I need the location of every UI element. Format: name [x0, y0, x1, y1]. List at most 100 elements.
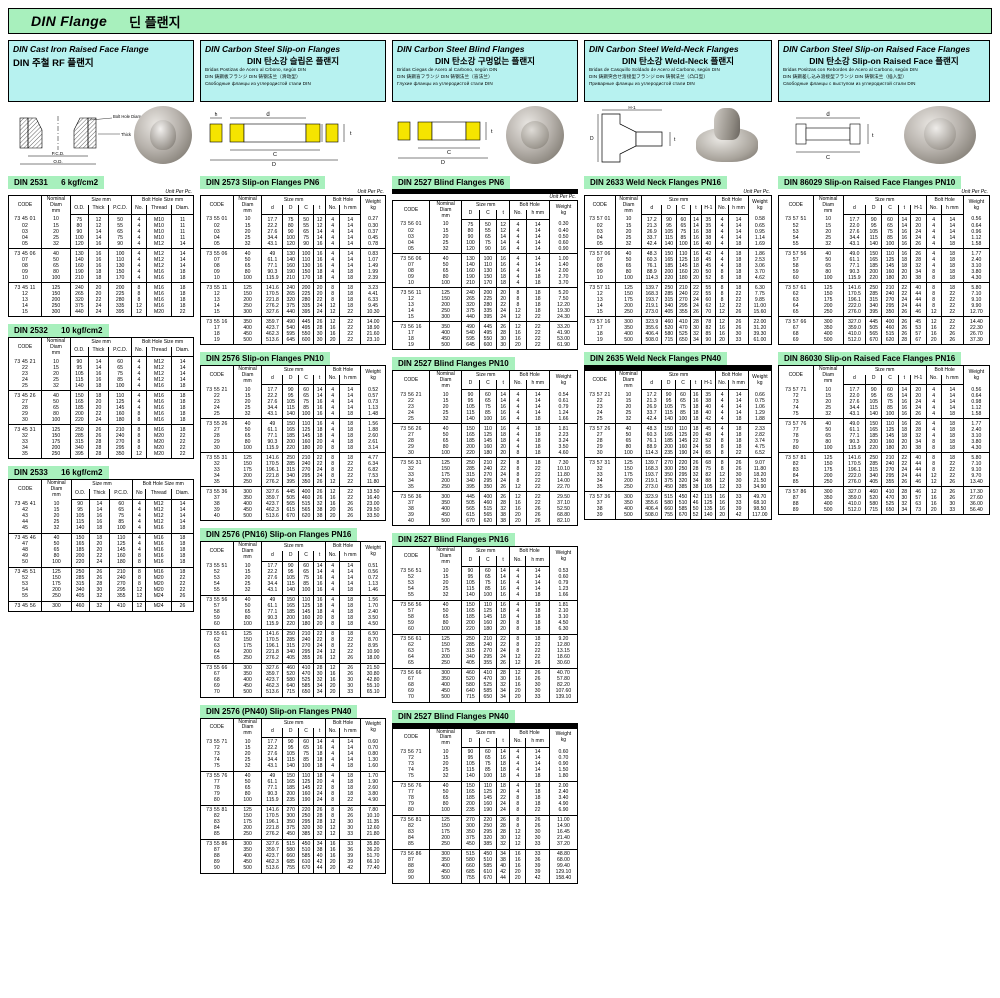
cell-value: 0.70	[548, 755, 579, 762]
cell-value: 2.53	[747, 256, 773, 263]
table-row: 73 56 51 10 90 60 14 4 14 0.53	[392, 566, 579, 575]
cell-value: 18	[339, 274, 362, 284]
header-code: CODE	[200, 717, 234, 738]
cell-value: 110	[675, 248, 692, 257]
data-table: CODE Nominal Diam mm Size mm Bolt Hole Weight k…	[200, 717, 386, 874]
cell-value: 37.20	[548, 841, 579, 850]
cell-value: 510	[478, 857, 498, 864]
card-title-en: DIN Carbon Steel Blind Flanges	[397, 44, 525, 54]
cell-value: 1.50	[548, 767, 579, 774]
cell-value: 16.40	[360, 494, 386, 501]
cell-value: 4	[132, 533, 147, 542]
cell-value: 4	[324, 384, 341, 393]
cell-value: 20	[87, 290, 110, 297]
header-card-blind: DIN Carbon Steel Blind Flanges DIN 탄소강 구…	[392, 40, 578, 102]
cell-code: 35	[7, 450, 43, 460]
cell-value: 100	[675, 415, 691, 425]
cell-value: M16	[145, 567, 173, 576]
cell-value: 18	[897, 256, 911, 263]
cell-value: 18	[940, 452, 964, 461]
cell-value: 140	[865, 240, 883, 250]
cell-code: 55	[778, 240, 814, 250]
cell-value: 22	[339, 486, 362, 495]
cell-value: 95	[282, 569, 299, 576]
cell-value: 14	[525, 566, 550, 575]
cell-value: 14	[525, 389, 550, 398]
cell-code: 15	[584, 308, 616, 318]
cell-value: 1.70	[360, 603, 386, 610]
cell-value: 445	[297, 316, 315, 325]
cell-value: 53.00	[548, 335, 579, 342]
section-underline	[392, 722, 578, 728]
cell-code: 15	[392, 313, 430, 323]
cell-code: 73 45 21	[7, 356, 43, 365]
cell-value: 12	[496, 219, 511, 228]
label-od: O.D.	[53, 159, 62, 164]
cell-value: 8	[925, 438, 942, 445]
cell-value: 18	[525, 620, 550, 627]
cell-value: 4	[509, 747, 527, 756]
cell-value: 18	[525, 773, 550, 782]
table-row: 52 150 285 26 240 8 M20 22	[7, 575, 194, 582]
cell-value: 100	[108, 382, 133, 392]
cell-value: 300	[812, 316, 844, 325]
cell-value: 8	[132, 559, 147, 568]
section-header-din86030: DIN 86030 Slip-on Raised Face Flanges PN…	[778, 352, 990, 366]
cell-value: 46	[909, 478, 927, 488]
cell-value: 8	[509, 626, 527, 635]
cell-value: 18	[525, 431, 550, 438]
table-row: 57 50 165 125 18 4 18 2.10	[392, 608, 579, 615]
cell-value: 18	[525, 307, 550, 314]
cell-value: 11.35	[360, 819, 386, 826]
cell-value: 20	[324, 683, 341, 690]
cell-value: 405	[865, 478, 883, 488]
cell-value: 10	[232, 384, 263, 393]
page-title-bar: DIN Flange 딘 플랜지	[8, 8, 992, 34]
data-table: CODE Nominal Diam mm Size mm Bolt Hole Weight k…	[392, 546, 579, 703]
table-row: 73 20 27.6 105 75 16 24 4 14 0.98	[778, 398, 991, 405]
cell-code: 73 57 26	[584, 423, 616, 432]
cell-value: 55	[297, 222, 315, 229]
cell-value: 4	[324, 737, 341, 746]
cell-code: 50	[7, 559, 43, 568]
section-header-din2531: DIN 2531 6 kgf/cm2	[8, 176, 194, 189]
cell-value: 160	[297, 438, 315, 445]
cell-value: 130	[69, 248, 89, 257]
cell-value: 490	[461, 321, 480, 330]
header-D: D	[282, 205, 299, 216]
table-row: 73 57 51 10 17.7 90 60 14 20 4 14 0.56	[778, 214, 991, 223]
cell-value: 24	[897, 296, 911, 303]
cell-value: 670	[865, 336, 883, 346]
cell-value: 26	[313, 316, 326, 325]
cell-value: 410	[109, 601, 134, 612]
cell-value: 520	[661, 324, 677, 331]
cell-value: 4	[714, 423, 730, 432]
cell-value: 18	[171, 559, 194, 568]
cell-value: 26	[525, 815, 550, 824]
cell-value: 14	[171, 519, 194, 526]
label-d: d	[826, 112, 829, 118]
table-row: 88 400 410.0 580 525 32 63 16 30 36.00	[778, 500, 991, 507]
cell-value: 42	[700, 415, 716, 425]
cell-code: 22	[200, 392, 234, 399]
cell-value: 14	[525, 239, 550, 246]
cell-value: 4	[324, 234, 341, 241]
table-row: 73 20 27.6 105 75 18 4 14 0.80	[200, 751, 386, 758]
table-row: 39 450 615 565 38 20 26 68.80	[392, 511, 579, 518]
cell-value: 65	[478, 574, 498, 581]
cell-value: 355	[478, 660, 498, 669]
cell-value: 90	[461, 747, 480, 756]
cell-value: 405	[70, 593, 90, 602]
cell-value: 18	[88, 533, 111, 542]
table-row: 52 15 22.0 95 65 14 20 4 14 0.64	[778, 222, 991, 229]
section-title: DIN 2533 16 kgf/cm2	[8, 466, 109, 480]
cell-value: 190	[282, 268, 299, 275]
cell-code: 07	[7, 256, 43, 263]
cell-value: 12	[925, 478, 942, 488]
cell-value: 16	[897, 234, 911, 241]
cell-value: 1.30	[360, 757, 386, 764]
header-t: t	[690, 205, 702, 216]
cell-value: 12	[324, 478, 341, 488]
cell-code: 12	[7, 290, 43, 297]
cell-value: 8	[509, 287, 527, 296]
